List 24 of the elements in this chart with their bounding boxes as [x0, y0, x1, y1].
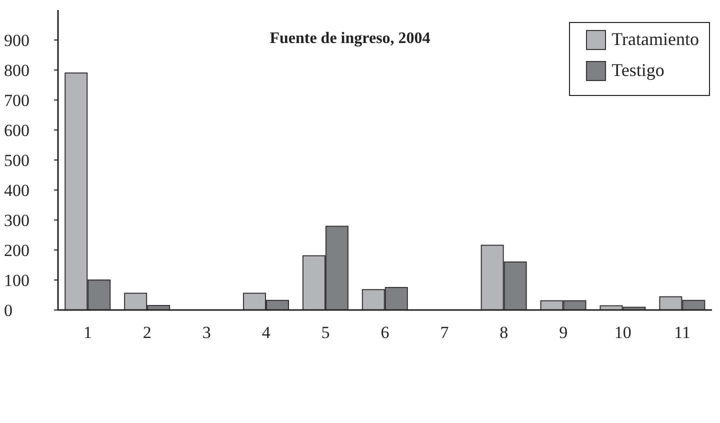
y-tick-label: 0: [4, 301, 12, 320]
y-tick-label: 100: [4, 271, 30, 290]
x-tick-label: 11: [674, 323, 690, 342]
x-tick-label: 7: [440, 323, 450, 342]
legend-label: Tratamiento: [612, 29, 699, 50]
y-tick-label: 700: [4, 91, 30, 110]
x-tick-label: 9: [559, 323, 568, 342]
y-tick-label: 200: [4, 241, 30, 260]
x-tick-label: 3: [202, 323, 211, 342]
y-tick-label: 300: [4, 211, 30, 230]
y-tick-label: 800: [4, 61, 30, 80]
x-tick-label: 5: [321, 323, 330, 342]
x-tick-label: 2: [142, 323, 152, 342]
legend-label: Testigo: [612, 60, 664, 81]
y-tick-label: 400: [4, 181, 30, 200]
x-tick-label: 8: [500, 323, 508, 342]
x-tick-label: 10: [614, 323, 632, 342]
y-tick-label: 600: [4, 121, 30, 140]
x-tick-label: 1: [83, 323, 92, 342]
x-tick-label: 6: [380, 323, 390, 342]
text: Fuente de ingreso, 2004: [268, 30, 432, 48]
y-tick-label: 500: [4, 151, 30, 170]
y-tick-label: 900: [4, 31, 30, 50]
x-tick-label: 4: [262, 323, 271, 342]
